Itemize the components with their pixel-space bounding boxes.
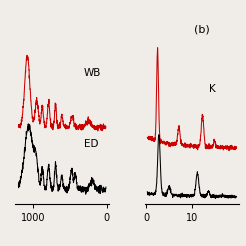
Text: ED: ED — [84, 139, 98, 149]
Text: (b): (b) — [194, 25, 210, 35]
Text: WB: WB — [84, 68, 101, 78]
Text: K: K — [209, 84, 215, 94]
